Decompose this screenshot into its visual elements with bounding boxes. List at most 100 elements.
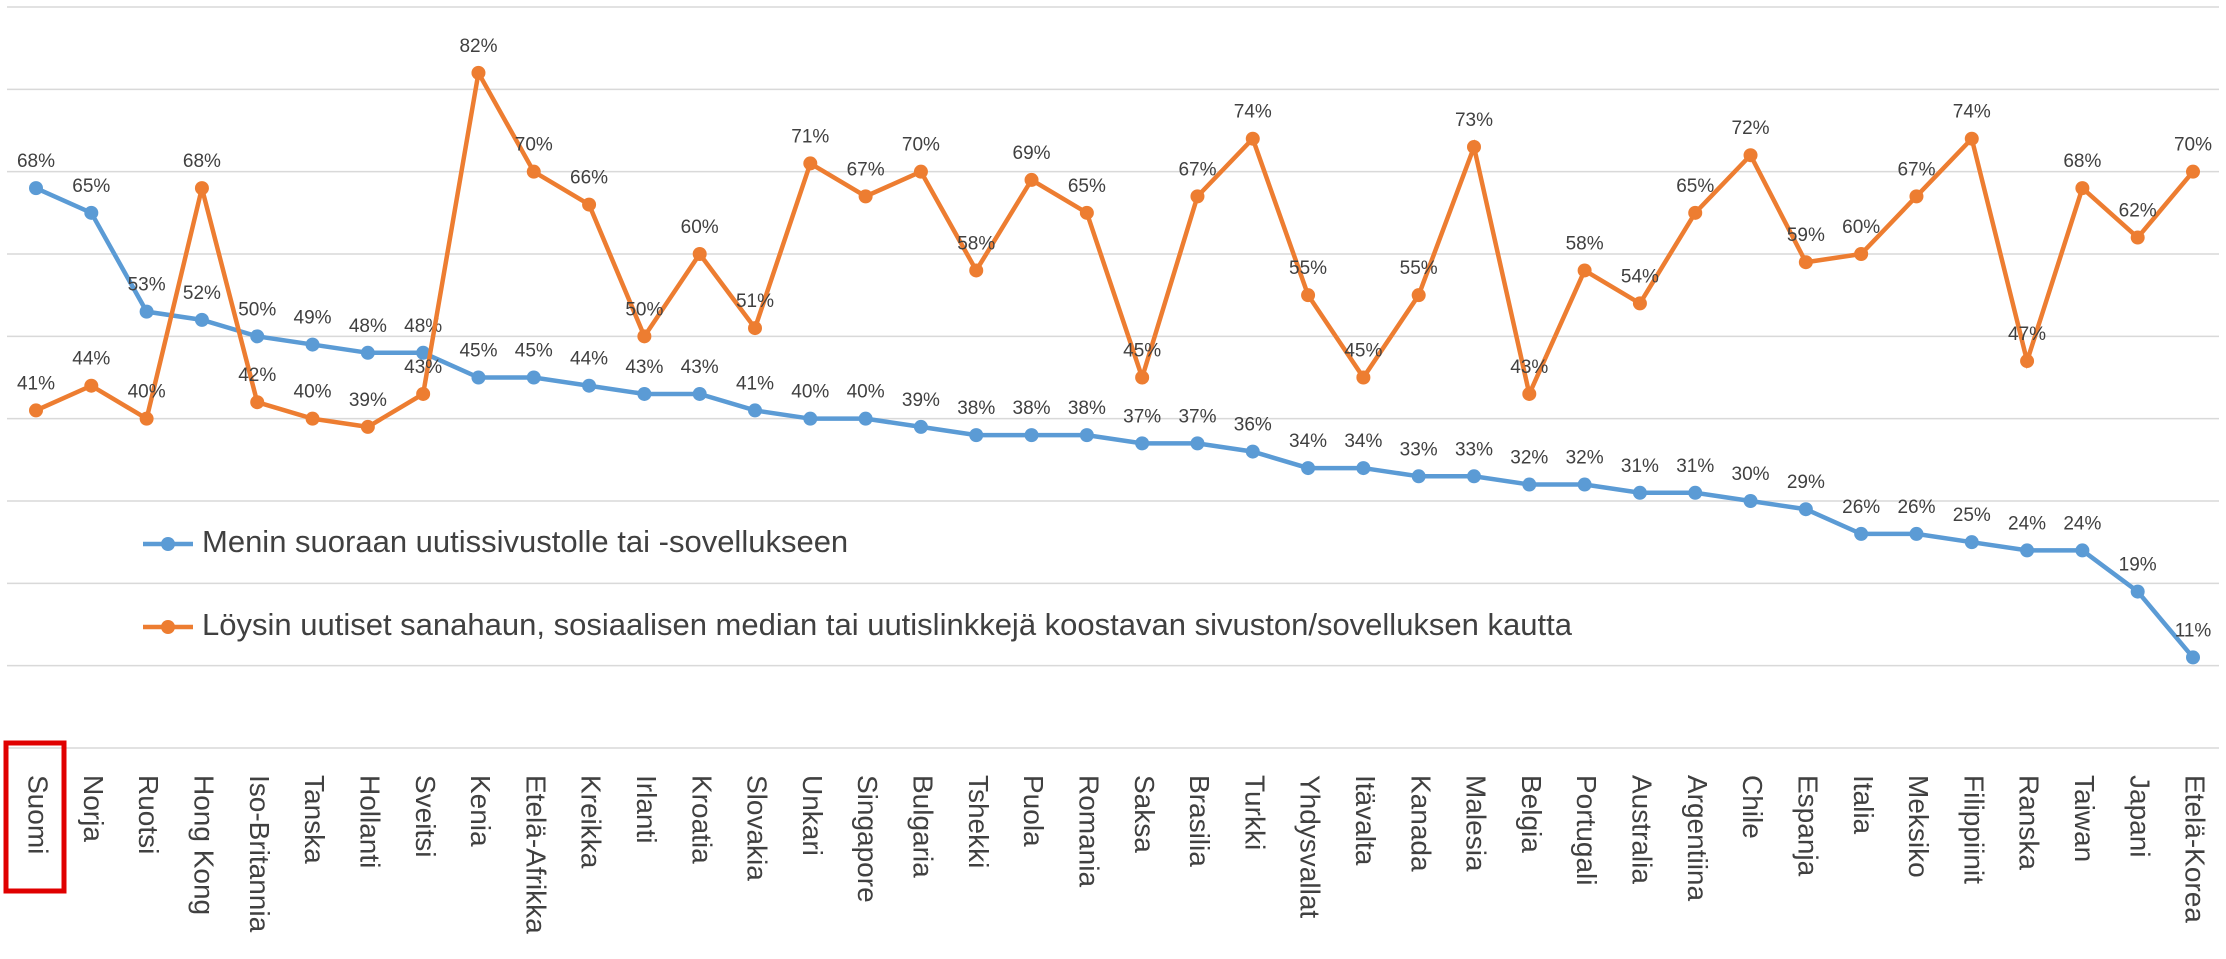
x-tick-label: Puola [1018,775,1049,847]
data-point [1467,469,1481,484]
data-point [858,411,873,426]
data-point [1135,370,1150,385]
data-point [1577,477,1592,492]
data-point [84,378,99,393]
data-label: 60% [1842,217,1880,238]
x-tick-label: Belgia [1516,775,1547,853]
data-label: 70% [515,135,553,156]
data-point [526,164,541,179]
data-point [637,386,652,401]
x-tick-label: Ruotsi [133,775,164,854]
legend-label: Menin suoraan uutissivustolle tai -sovel… [202,524,848,559]
data-label: 49% [294,308,332,329]
data-label: 50% [238,299,276,320]
data-label: 38% [957,398,995,419]
data-point [1743,494,1758,508]
data-point [692,386,707,401]
data-label: 82% [459,36,497,57]
x-tick-label: Irlanti [631,775,662,843]
data-label: 47% [2008,324,2046,345]
data-label: 40% [294,382,332,403]
data-label: 65% [1676,176,1714,197]
x-tick-label: Argentiina [1682,775,1713,902]
data-point [1743,148,1758,163]
data-label: 34% [1289,431,1327,452]
data-label: 43% [681,357,719,378]
data-label: 40% [128,382,166,403]
data-point [2186,164,2200,179]
x-tick-label: Saksa [1129,775,1160,853]
data-label: 48% [349,316,387,337]
data-point [1467,139,1481,154]
x-tick-label: Norja [78,775,109,842]
data-point [1301,461,1316,476]
x-tick-label: Kroatia [686,775,717,864]
data-point [471,370,486,385]
data-point [1024,172,1039,187]
data-label: 70% [2174,135,2212,156]
data-label: 65% [1068,176,1106,197]
highlight-box [3,740,67,894]
x-tick-label: Turkki [1239,775,1270,850]
x-tick-label: Espanja [1792,775,1823,877]
x-tick-label: Meksiko [1903,775,1934,878]
x-tick-label: Ranska [2014,775,2045,870]
data-point [1854,526,1869,541]
x-tick-label: Italia [1848,775,1879,835]
data-label: 37% [1123,406,1161,427]
data-point [582,197,597,212]
data-label: 54% [1621,266,1659,287]
data-label: 37% [1178,406,1216,427]
x-tick-label: Etelä-Korea [2180,775,2211,923]
data-point [2186,650,2200,665]
data-label: 42% [238,365,276,386]
data-point [1411,469,1426,484]
x-tick-label: Filippiinit [1958,775,1989,884]
data-label: 65% [72,176,110,197]
data-label: 50% [625,299,663,320]
data-point [416,386,431,401]
data-label: 62% [2119,201,2157,222]
data-label: 31% [1676,456,1714,477]
data-label: 55% [1289,258,1327,279]
data-point [1411,288,1426,303]
data-label: 67% [1178,159,1216,180]
data-point [582,378,597,393]
data-label: 43% [1510,357,1548,378]
data-point [748,321,762,336]
data-label: 45% [1344,341,1382,362]
x-tick-label: Australia [1627,775,1658,884]
data-label: 59% [1787,225,1825,246]
data-point [1245,444,1260,459]
data-label: 58% [1566,233,1604,254]
data-label: 69% [1013,143,1051,164]
data-label: 41% [736,373,774,394]
x-tick-label: Unkari [797,775,828,856]
x-tick-label: Kenia [465,775,496,847]
data-point [471,65,486,80]
data-label: 44% [72,349,110,370]
data-point [2020,543,2035,558]
data-point [1632,296,1647,311]
data-label: 66% [570,168,608,189]
data-label: 40% [791,382,829,403]
x-tick-label: Slovakia [742,775,773,881]
legend-marker [161,537,175,551]
series-line [35,186,2195,659]
x-tick-label: Singapore [852,775,883,903]
data-label: 24% [2063,513,2101,534]
x-tick-label: Tshekki [963,775,994,868]
data-point [1964,535,1979,550]
data-label: 36% [1234,415,1272,436]
data-label: 44% [570,349,608,370]
data-point [1024,428,1039,443]
data-point [1522,386,1537,401]
data-point [1577,263,1592,278]
data-label: 32% [1566,448,1604,469]
data-label: 24% [2008,513,2046,534]
data-point [1798,502,1813,517]
data-point [1632,485,1647,500]
data-label: 31% [1621,456,1659,477]
data-label: 73% [1455,110,1493,131]
